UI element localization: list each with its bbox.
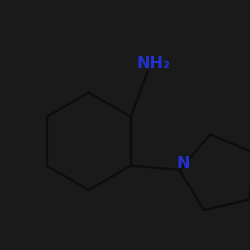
Text: N: N: [176, 156, 190, 171]
Text: NH₂: NH₂: [137, 56, 171, 71]
